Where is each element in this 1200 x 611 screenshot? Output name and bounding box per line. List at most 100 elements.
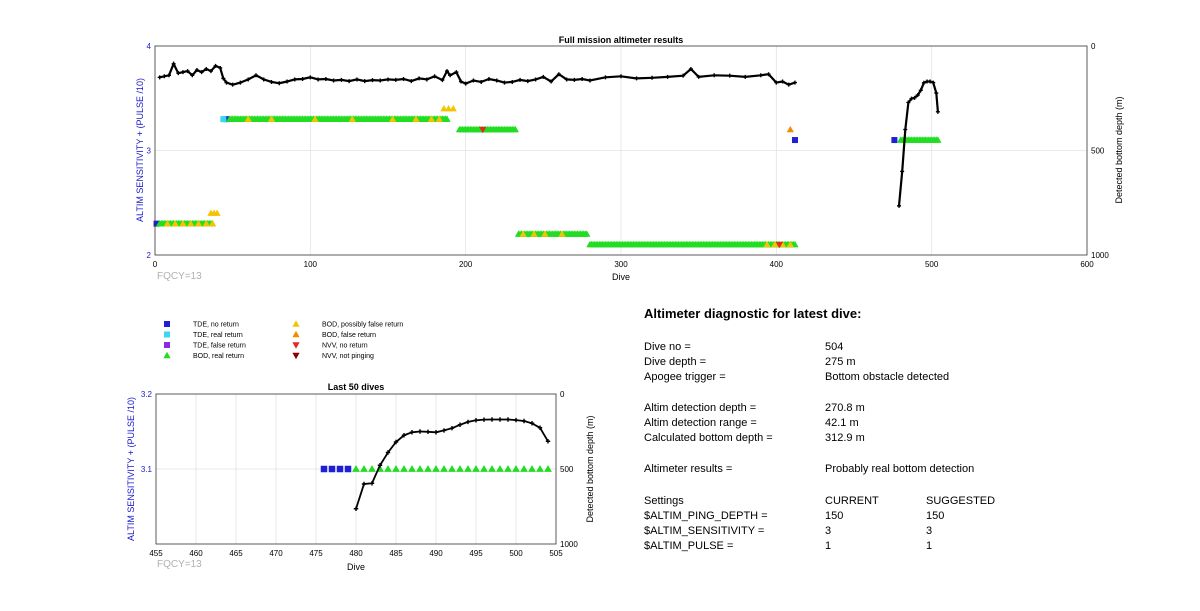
marker-bod-real-return bbox=[583, 230, 591, 237]
depth-point bbox=[572, 77, 577, 82]
marker-bod-real-return bbox=[448, 464, 456, 472]
depth-point bbox=[369, 481, 375, 486]
marker-bod-real-return bbox=[536, 464, 544, 472]
depth-point bbox=[417, 76, 422, 81]
main-chart-title: Full mission altimeter results bbox=[559, 35, 684, 45]
diagnostic-label: Settings bbox=[644, 495, 684, 507]
x-tick-label: 465 bbox=[229, 549, 243, 558]
depth-point bbox=[171, 61, 176, 66]
y2-tick-label: 1000 bbox=[560, 540, 578, 549]
depth-point bbox=[580, 77, 585, 82]
depth-point bbox=[471, 78, 476, 83]
depth-point bbox=[361, 481, 367, 487]
marker-bod-real-return bbox=[504, 464, 512, 472]
last50-chart-fqcy: FQCY=13 bbox=[157, 559, 202, 570]
depth-point bbox=[377, 463, 383, 468]
legend-label: TDE, no return bbox=[193, 322, 239, 329]
main-chart-xlabel: Dive bbox=[612, 272, 630, 282]
y-tick-label: 2 bbox=[147, 251, 152, 260]
depth-point bbox=[409, 79, 414, 84]
last50-chart-title: Last 50 dives bbox=[328, 382, 385, 392]
depth-point bbox=[261, 77, 266, 82]
marker-bod-possibly-false-return bbox=[558, 230, 566, 237]
marker-bod-real-return bbox=[360, 464, 368, 472]
diagnostic-label: Apogee trigger = bbox=[644, 371, 726, 383]
depth-point bbox=[285, 79, 290, 84]
depth-point bbox=[445, 69, 450, 74]
diagnostic-value: 3 bbox=[926, 525, 933, 537]
depth-point bbox=[545, 439, 551, 444]
marker-bod-possibly-false-return bbox=[427, 115, 436, 122]
x-tick-label: 480 bbox=[349, 549, 363, 558]
legend-label: BOD, real return bbox=[193, 353, 244, 360]
diagnostic-label: $ALTIM_SENSITIVITY = bbox=[644, 525, 765, 537]
marker-tde-no-return bbox=[336, 465, 344, 473]
depth-point bbox=[489, 417, 495, 422]
x-tick-label: 495 bbox=[469, 549, 483, 558]
depth-point bbox=[897, 203, 902, 208]
diagnostic-label: Altim detection depth = bbox=[644, 402, 757, 414]
marker-bod-real-return bbox=[408, 464, 416, 472]
depth-point bbox=[918, 88, 923, 93]
marker-bod-possibly-false-return bbox=[541, 230, 549, 237]
marker-bod-real-return bbox=[440, 464, 448, 472]
main-depth-line bbox=[157, 61, 940, 208]
depth-point bbox=[308, 75, 313, 80]
depth-point bbox=[185, 69, 190, 74]
legend-label: NVV, not pinging bbox=[322, 353, 374, 360]
marker-bod-real-return bbox=[512, 464, 520, 472]
depth-point bbox=[541, 74, 546, 79]
marker-bod-possibly-false-return bbox=[267, 115, 276, 122]
legend-marker bbox=[163, 351, 171, 359]
depth-point bbox=[486, 77, 491, 82]
x-tick-label: 500 bbox=[509, 549, 523, 558]
legend-marker bbox=[292, 352, 300, 360]
marker-bod-real-return bbox=[472, 464, 480, 472]
diagnostic-value: SUGGESTED bbox=[926, 495, 996, 507]
marker-bod-possibly-false-return bbox=[771, 240, 779, 248]
last50-chart-xlabel: Dive bbox=[347, 562, 365, 572]
depth-line bbox=[159, 61, 796, 86]
main-chart: Full mission altimeter results 0 100 200 30… bbox=[135, 35, 1124, 282]
diagnostic-label: Calculated bottom depth = bbox=[644, 432, 773, 444]
depth-point bbox=[934, 91, 939, 96]
marker-bod-real-return bbox=[520, 464, 528, 472]
diagnostic-label: $ALTIM_PING_DEPTH = bbox=[644, 510, 768, 522]
depth-point bbox=[393, 439, 399, 445]
depth-point bbox=[454, 70, 459, 75]
depth-point bbox=[688, 66, 693, 71]
diagnostic-value: 1 bbox=[825, 540, 832, 552]
depth-point bbox=[915, 93, 920, 98]
depth-point bbox=[292, 77, 297, 82]
depth-point bbox=[162, 74, 167, 79]
legend-label: TDE, real return bbox=[193, 332, 243, 339]
x-tick-label: 490 bbox=[429, 549, 443, 558]
legend-marker bbox=[292, 342, 300, 349]
depth-point bbox=[481, 417, 487, 422]
depth-point bbox=[218, 65, 223, 70]
last50-markers bbox=[320, 464, 552, 473]
marker-bod-possibly-false-return bbox=[348, 115, 356, 122]
depth-point bbox=[347, 79, 352, 84]
depth-point bbox=[505, 417, 511, 422]
depth-point bbox=[766, 72, 771, 77]
x-tick-label: 0 bbox=[153, 260, 158, 269]
depth-point bbox=[190, 73, 195, 78]
depth-point bbox=[634, 76, 639, 81]
diagnostic-value: 1 bbox=[926, 540, 933, 552]
depth-point bbox=[465, 419, 471, 425]
depth-point bbox=[928, 79, 933, 84]
x-tick-label: 460 bbox=[189, 549, 203, 558]
depth-point bbox=[463, 81, 468, 86]
depth-point bbox=[603, 75, 608, 80]
diagnostic-value: CURRENT bbox=[825, 495, 879, 507]
x-tick-label: 600 bbox=[1080, 260, 1094, 269]
depth-point bbox=[199, 70, 204, 75]
marker-bod-possibly-false-return bbox=[244, 115, 252, 122]
legend-label: NVV, no return bbox=[322, 343, 368, 350]
x-tick-label: 475 bbox=[309, 549, 323, 558]
depth-point bbox=[696, 74, 701, 79]
depth-point bbox=[385, 450, 391, 455]
y2-tick-label: 0 bbox=[1091, 42, 1096, 51]
depth-point bbox=[792, 80, 797, 85]
